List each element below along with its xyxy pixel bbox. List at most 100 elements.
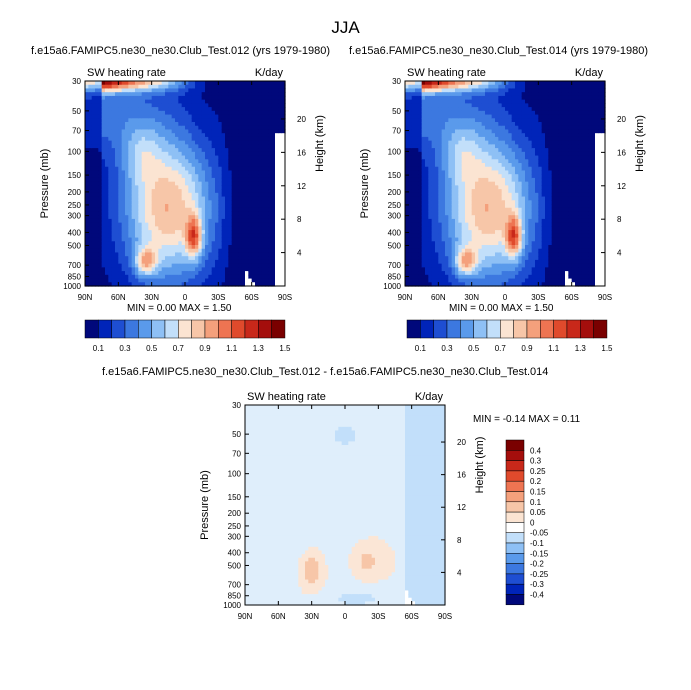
heat-cell xyxy=(121,140,126,145)
heat-cell xyxy=(448,196,453,201)
heat-cell xyxy=(428,166,433,172)
heat-cell xyxy=(105,88,109,93)
heat-cell xyxy=(91,122,96,127)
heat-cell xyxy=(101,155,106,160)
heat-cell xyxy=(468,215,473,220)
heat-cell xyxy=(465,148,469,153)
heat-cell xyxy=(235,95,239,101)
heat-cell xyxy=(425,237,429,242)
heat-cell xyxy=(458,177,463,183)
heat-cell xyxy=(91,211,96,216)
heat-cell xyxy=(151,95,156,101)
heat-cell xyxy=(428,271,433,276)
heat-cell xyxy=(451,185,456,190)
heat-cell xyxy=(118,151,123,157)
heat-cell xyxy=(268,148,273,153)
heat-cell xyxy=(205,230,209,235)
heat-cell xyxy=(235,81,239,86)
heat-cell xyxy=(191,181,196,186)
heat-cell xyxy=(265,241,269,246)
heat-cell xyxy=(208,211,213,216)
heat-cell xyxy=(88,267,93,272)
heat-cell xyxy=(478,118,483,123)
heat-cell xyxy=(265,107,269,112)
heat-cell xyxy=(441,233,446,239)
heat-cell xyxy=(221,95,226,101)
heat-cell xyxy=(101,192,106,198)
heat-cell xyxy=(421,282,426,287)
heat-cell xyxy=(405,271,409,276)
heat-cell xyxy=(171,166,176,172)
heat-cell xyxy=(258,155,263,160)
heat-cell xyxy=(141,107,146,112)
heat-cell xyxy=(465,129,469,134)
heat-cell xyxy=(481,163,486,168)
heat-cell xyxy=(405,151,409,157)
heat-cell xyxy=(405,248,409,254)
heat-cell xyxy=(245,88,249,93)
heat-cell xyxy=(445,218,449,224)
heat-cell xyxy=(118,263,123,268)
heat-cell xyxy=(421,263,426,268)
heat-cell xyxy=(251,248,256,254)
heat-cell xyxy=(425,155,429,160)
heat-cell xyxy=(218,218,223,224)
heat-cell xyxy=(191,151,196,157)
heat-cell xyxy=(111,81,116,86)
heat-cell xyxy=(108,144,113,149)
heat-cell xyxy=(491,200,496,205)
heat-cell xyxy=(235,218,239,224)
heat-cell xyxy=(115,177,119,183)
heat-cell xyxy=(408,118,413,123)
heat-cell xyxy=(428,125,433,131)
heat-cell xyxy=(248,118,253,123)
heat-cell xyxy=(91,103,96,108)
heat-cell xyxy=(171,129,176,134)
heat-cell xyxy=(408,125,413,131)
heat-cell xyxy=(278,144,283,149)
heat-cell xyxy=(278,92,283,97)
heat-cell xyxy=(461,267,466,272)
heat-cell xyxy=(225,263,229,268)
heat-cell xyxy=(195,118,199,123)
heat-cell xyxy=(448,282,453,287)
heat-cell xyxy=(435,136,439,142)
heat-cell xyxy=(105,148,109,153)
heat-cell xyxy=(261,88,266,93)
heat-cell xyxy=(95,185,99,190)
heat-cell xyxy=(115,263,119,268)
heat-cell xyxy=(445,241,449,246)
heat-cell xyxy=(278,274,283,280)
heat-cell xyxy=(195,252,199,257)
heat-cell xyxy=(225,230,229,235)
heat-cell xyxy=(115,241,119,246)
heat-cell xyxy=(495,256,499,261)
heat-cell xyxy=(455,211,459,216)
heat-cell xyxy=(198,222,203,227)
heat-cell xyxy=(265,259,269,265)
heat-cell xyxy=(408,222,413,227)
heat-cell xyxy=(265,170,269,175)
heat-cell xyxy=(85,125,89,131)
heat-cell xyxy=(481,129,486,134)
heat-cell xyxy=(158,222,163,227)
y2-tick-label: 20 xyxy=(297,115,306,124)
heat-cell xyxy=(188,114,193,119)
heat-cell xyxy=(498,136,503,142)
heat-cell xyxy=(205,174,209,179)
heat-cell xyxy=(205,252,209,257)
heat-cell xyxy=(85,237,89,242)
heat-cell xyxy=(95,155,99,160)
heat-cell xyxy=(411,192,416,198)
heat-cell xyxy=(245,129,249,134)
heat-cell xyxy=(438,226,443,231)
heat-cell xyxy=(268,103,273,108)
heat-cell xyxy=(488,140,493,145)
heat-cell xyxy=(165,226,169,231)
heat-cell xyxy=(155,256,159,261)
heat-cell xyxy=(485,177,489,183)
heat-cell xyxy=(235,259,239,265)
heat-cell xyxy=(195,233,199,239)
heat-cell xyxy=(98,278,103,283)
heat-cell xyxy=(278,84,283,90)
